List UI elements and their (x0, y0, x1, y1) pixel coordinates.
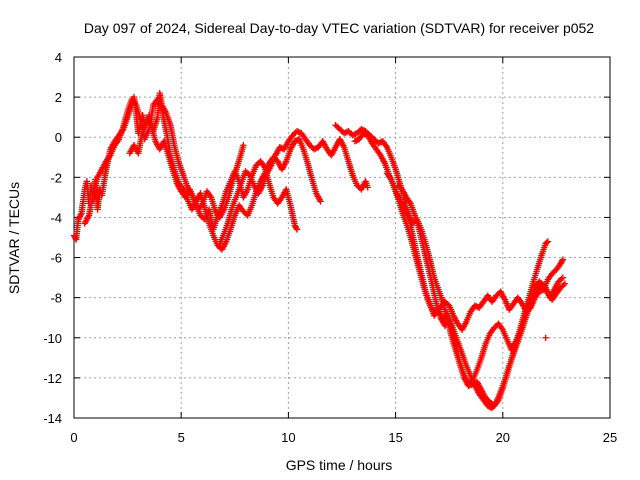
data-point (349, 132, 356, 139)
data-point (444, 301, 451, 308)
data-point (561, 280, 569, 287)
y-tick-label: -4 (50, 210, 62, 225)
data-point (293, 224, 300, 232)
x-tick-label: 5 (178, 430, 185, 445)
data-point (364, 184, 371, 191)
data-point (245, 170, 252, 178)
data-point (559, 256, 567, 263)
data-point (295, 128, 302, 136)
y-tick-label: 4 (55, 50, 62, 65)
data-point (375, 140, 382, 147)
y-tick-label: 0 (55, 130, 62, 145)
x-tick-label: 0 (70, 430, 77, 445)
data-point (560, 281, 567, 289)
data-point (484, 402, 491, 410)
series-track-8 (394, 182, 569, 412)
series-track-2 (81, 95, 324, 253)
data-point (361, 130, 369, 138)
data-point (312, 145, 319, 152)
tick-layer: 0 5 10 15 20 25 -14 -12 -10 -8 -6 -4 -2 0 2 4 (43, 50, 617, 445)
y-tick-label: -8 (50, 291, 62, 306)
data-point (428, 306, 436, 313)
data-point (343, 128, 351, 136)
data-point (353, 137, 360, 144)
data-point (351, 138, 359, 145)
series-track-6 (351, 130, 567, 333)
x-tick-label: 20 (496, 430, 510, 445)
data-point (317, 198, 324, 205)
data-point (471, 302, 479, 309)
data-point (340, 130, 348, 137)
series-outlier (542, 334, 549, 341)
x-tick-label: 15 (388, 430, 402, 445)
x-tick-label: 10 (281, 430, 295, 445)
data-point (431, 307, 439, 315)
data-point (293, 226, 301, 233)
data-point (293, 128, 301, 135)
data-point (240, 142, 247, 149)
data-point (358, 126, 365, 133)
y-tick-label: -14 (43, 411, 62, 426)
x-axis-title: GPS time / hours (286, 457, 393, 473)
series-track-3 (126, 115, 247, 221)
data-point (350, 131, 358, 138)
data-point (293, 137, 300, 144)
data-point (558, 257, 566, 265)
data-point (558, 275, 565, 283)
y-tick-label: -6 (50, 251, 62, 266)
series-track-4 (216, 128, 371, 247)
chart-title: Day 097 of 2024, Sidereal Day-to-day VTE… (84, 20, 594, 36)
x-tick-label: 25 (603, 430, 617, 445)
data-point (559, 274, 567, 281)
y-tick-label: -2 (50, 170, 62, 185)
data-point (543, 239, 550, 246)
data-point (544, 238, 552, 245)
y-axis-title: SDTVAR / TECUs (6, 182, 22, 294)
data-point (360, 130, 367, 137)
data-point (542, 334, 549, 341)
data-point (310, 146, 318, 153)
data-points-layer (70, 89, 569, 412)
y-tick-label: -10 (43, 331, 62, 346)
y-tick-label: -12 (43, 371, 62, 386)
y-tick-label: 2 (55, 90, 62, 105)
series-track-5 (332, 121, 552, 410)
